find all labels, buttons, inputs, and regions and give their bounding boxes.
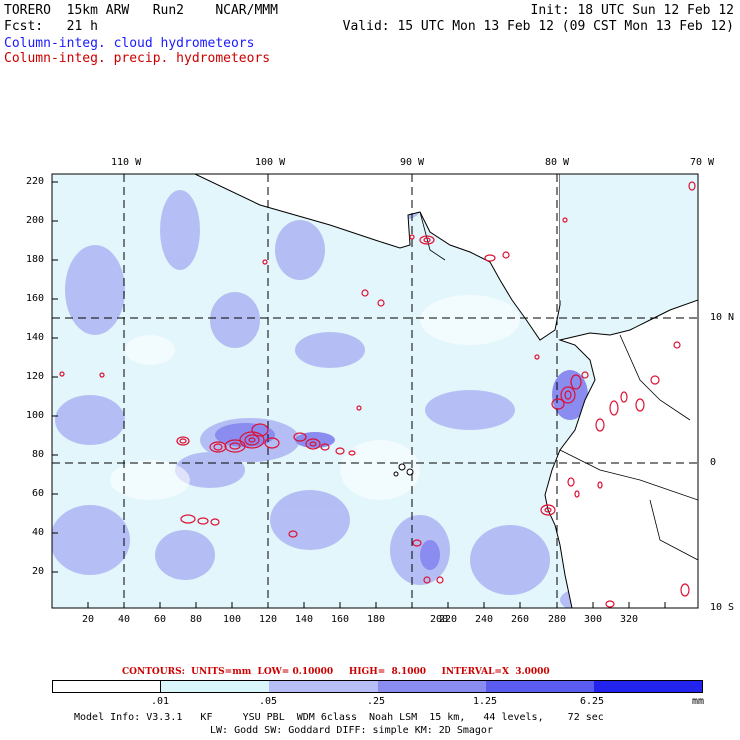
y-tick: 20 bbox=[32, 566, 45, 577]
x-tick: 60 bbox=[154, 614, 167, 625]
x-tick: 240 bbox=[475, 614, 494, 625]
init-time: Init: 18 UTC Sun 12 Feb 12 bbox=[530, 3, 735, 18]
legend-swatch bbox=[269, 681, 378, 692]
x-tick: 280 bbox=[548, 614, 567, 625]
model-info: Model Info: V3.3.1 KF YSU PBL WDM 6class… bbox=[74, 712, 604, 723]
x-tick: 220 bbox=[439, 614, 458, 625]
x-tick: 160 bbox=[331, 614, 350, 625]
legend-level: .01 bbox=[151, 696, 170, 707]
x-tick: 260 bbox=[511, 614, 530, 625]
lat-label-10n: 10 N bbox=[710, 312, 735, 323]
legend-swatch bbox=[593, 681, 703, 692]
field-cloud-label: Column-integ. cloud hydrometeors bbox=[4, 36, 255, 51]
lon-label-80w: 80 W bbox=[545, 157, 570, 168]
x-tick: 180 bbox=[367, 614, 386, 625]
legend-level: .25 bbox=[367, 696, 386, 707]
field-precip-label: Column-integ. precip. hydrometeors bbox=[4, 51, 271, 66]
x-tick: 300 bbox=[584, 614, 603, 625]
y-tick: 140 bbox=[26, 332, 45, 343]
legend-swatch bbox=[53, 681, 162, 692]
legend-swatch bbox=[485, 681, 594, 692]
lon-label-100w: 100 W bbox=[255, 157, 286, 168]
lon-label-110w: 110 W bbox=[111, 157, 142, 168]
x-tick: 320 bbox=[620, 614, 639, 625]
lat-lon-grid bbox=[52, 174, 698, 608]
precip-contours bbox=[59, 181, 696, 608]
y-tick: 40 bbox=[32, 527, 45, 538]
contour-info: CONTOURS: UNITS=mm LOW= 0.10000 HIGH= 8.… bbox=[122, 667, 550, 677]
lat-label-0: 0 bbox=[710, 457, 717, 468]
physics-info: LW: Godd SW: Goddard DIFF: simple KM: 2D… bbox=[210, 725, 493, 736]
x-tick: 140 bbox=[295, 614, 314, 625]
x-tick: 120 bbox=[259, 614, 278, 625]
lat-label-10s: 10 S bbox=[710, 602, 735, 613]
cloud-field bbox=[52, 174, 698, 608]
lon-label-70w: 70 W bbox=[690, 157, 715, 168]
x-tick: 200 bbox=[430, 614, 449, 625]
y-tick: 160 bbox=[26, 293, 45, 304]
y-tick: 100 bbox=[26, 410, 45, 421]
y-tick: 180 bbox=[26, 254, 45, 265]
x-tick: 20 bbox=[82, 614, 95, 625]
legend-level: 6.25 bbox=[580, 696, 605, 707]
legend-swatch bbox=[161, 681, 270, 692]
legend-swatch bbox=[377, 681, 486, 692]
legend-level: 1.25 bbox=[473, 696, 498, 707]
land-areas bbox=[194, 174, 698, 608]
valid-time: Valid: 15 UTC Mon 13 Feb 12 (09 CST Mon … bbox=[342, 19, 734, 34]
x-tick: 100 bbox=[223, 614, 242, 625]
forecast-hour: Fcst: 21 h bbox=[4, 19, 98, 34]
lon-label-90w: 90 W bbox=[400, 157, 425, 168]
model-title: TORERO 15km ARW Run2 NCAR/MMM bbox=[4, 3, 278, 18]
legend-level: .05 bbox=[259, 696, 278, 707]
x-tick: 80 bbox=[190, 614, 203, 625]
y-tick: 220 bbox=[26, 176, 45, 187]
map-frame bbox=[51, 173, 699, 609]
y-tick: 200 bbox=[26, 215, 45, 226]
color-legend bbox=[52, 680, 703, 693]
legend-unit: mm bbox=[692, 696, 705, 707]
y-tick: 120 bbox=[26, 371, 45, 382]
y-tick: 80 bbox=[32, 449, 45, 460]
x-tick: 40 bbox=[118, 614, 131, 625]
y-tick: 60 bbox=[32, 488, 45, 499]
